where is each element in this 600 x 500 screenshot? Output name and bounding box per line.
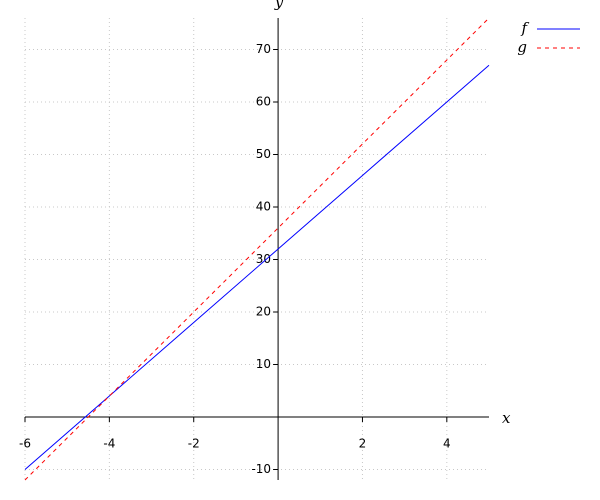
legend-label: g bbox=[517, 38, 527, 56]
series-line bbox=[24, 17, 490, 481]
x-tick-label: 2 bbox=[359, 437, 367, 451]
x-tick-label: -6 bbox=[19, 437, 31, 451]
y-tick-label: 50 bbox=[256, 147, 271, 161]
x-axis-label: x bbox=[502, 409, 511, 427]
y-axis-label: y bbox=[274, 0, 284, 11]
y-tick-label: 30 bbox=[256, 252, 271, 266]
y-tick-label: 40 bbox=[256, 200, 271, 214]
x-tick-label: -2 bbox=[188, 437, 200, 451]
y-tick-label: 60 bbox=[256, 95, 271, 109]
x-tick-label: -4 bbox=[103, 437, 115, 451]
legend-label: f bbox=[520, 19, 529, 37]
y-tick-label: 20 bbox=[256, 305, 271, 319]
y-tick-label: 10 bbox=[256, 357, 271, 371]
y-tick-label: -10 bbox=[251, 462, 271, 476]
x-tick-label: 4 bbox=[443, 437, 451, 451]
y-tick-label: 70 bbox=[256, 42, 271, 56]
series-line bbox=[24, 64, 490, 470]
